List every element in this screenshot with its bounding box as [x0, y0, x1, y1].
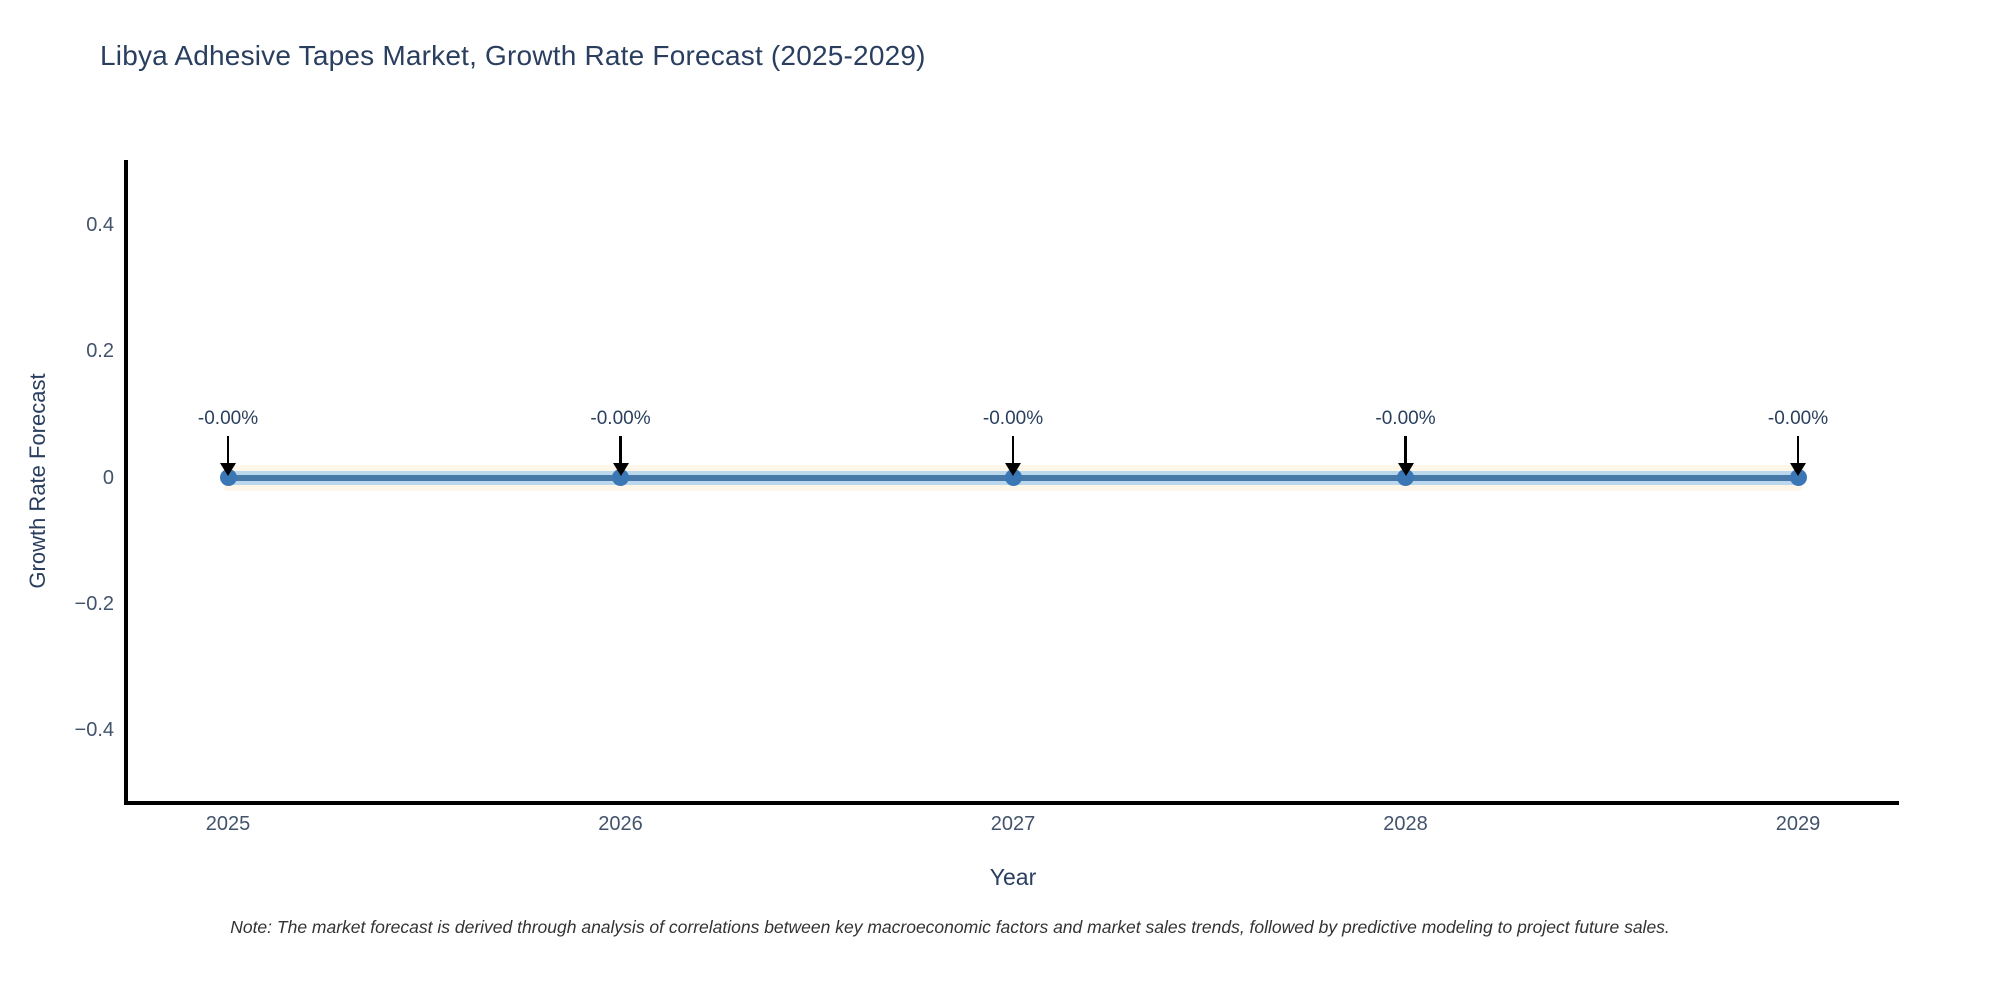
annotation-arrow-stem — [226, 436, 230, 465]
y-tick-label: −0.4 — [74, 719, 114, 742]
data-point-label: -0.00% — [1767, 408, 1829, 429]
x-tick-label: 2028 — [1383, 813, 1428, 835]
annotation-arrow-head — [1790, 463, 1806, 476]
annotation-arrow-stem — [1796, 436, 1800, 465]
x-tick-label: 2029 — [1775, 813, 1821, 835]
y-tick-label: 0.2 — [86, 340, 114, 363]
x-tick-label: 2025 — [205, 813, 251, 835]
annotation-arrow-head — [1397, 463, 1414, 476]
y-tick-label: −0.2 — [74, 592, 114, 615]
x-axis-line — [124, 801, 1899, 805]
chart-title: Libya Adhesive Tapes Market, Growth Rate… — [100, 40, 926, 71]
x-tick-label: 2026 — [598, 813, 643, 835]
annotation-arrow-head — [1005, 463, 1021, 476]
annotation-arrow-stem — [1011, 436, 1015, 465]
annotation-arrow-head — [612, 463, 629, 476]
annotation-arrow-head — [220, 463, 236, 476]
x-axis-title: Year — [989, 864, 1037, 890]
y-tick-label: 0.4 — [86, 214, 114, 237]
data-point-label: -0.00% — [590, 408, 651, 429]
annotation-arrow-stem — [619, 436, 622, 465]
data-point-label: -0.00% — [197, 408, 259, 429]
y-axis-line — [124, 160, 128, 805]
footnote: Note: The market forecast is derived thr… — [230, 917, 1670, 937]
x-tick-label: 2027 — [990, 813, 1036, 835]
data-point-label: -0.00% — [982, 408, 1044, 429]
data-point-label: -0.00% — [1375, 408, 1436, 429]
y-tick-label: 0 — [102, 466, 114, 489]
annotation-arrow-stem — [1404, 436, 1407, 465]
